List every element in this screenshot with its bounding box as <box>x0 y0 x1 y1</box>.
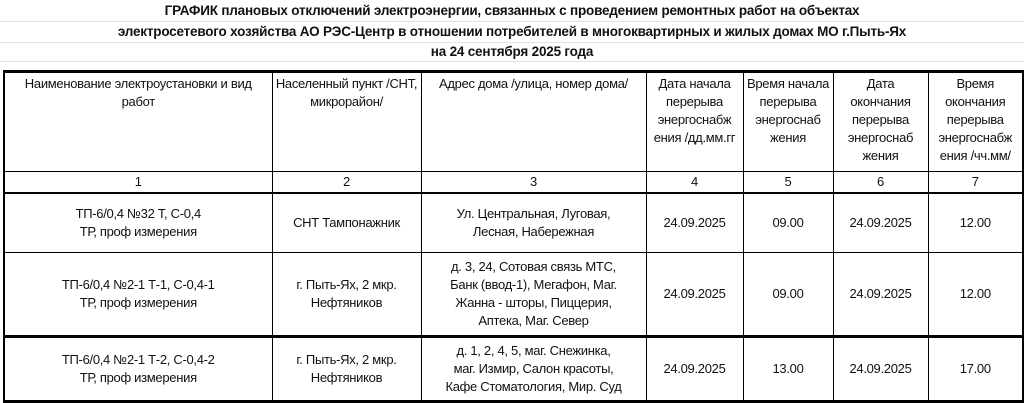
title-line-2: электросетевого хозяйства АО РЭС-Центр в… <box>117 24 907 39</box>
end-time-cell: 12.00 <box>927 252 1024 338</box>
start-date-cell: 24.09.2025 <box>645 252 744 338</box>
start-time-cell: 09.00 <box>742 252 834 338</box>
header-end-time: Время окончания перерыва энергоснабж ени… <box>927 70 1024 172</box>
outage-schedule-table: Наименование электроустановки и вид рабо… <box>3 70 1024 403</box>
header-row: Наименование электроустановки и вид рабо… <box>3 70 1024 172</box>
end-date-cell: 24.09.2025 <box>832 336 929 403</box>
title-line-3: на 24 сентября 2025 года <box>430 44 594 59</box>
column-number: 1 <box>3 171 273 194</box>
installation-cell: ТП-6/0,4 №32 Т, С-0,4 ТР, проф измерения <box>3 192 273 253</box>
column-number: 5 <box>742 171 834 194</box>
start-time-cell: 09.00 <box>742 192 834 253</box>
table-row: ТП-6/0,4 №32 Т, С-0,4 ТР, проф измерения… <box>3 192 1024 253</box>
end-time-cell: 12.00 <box>927 192 1024 253</box>
address-cell: д. 1, 2, 4, 5, маг. Снежинка, маг. Измир… <box>420 336 647 403</box>
header-start-time: Время начала перерыва энергоснаб жения <box>742 70 834 172</box>
locality-cell: СНТ Тампонажник <box>271 192 422 253</box>
sheet-gridline <box>0 21 1024 22</box>
locality-cell: г. Пыть-Ях, 2 мкр. Нефтяников <box>271 336 422 403</box>
locality-cell: г. Пыть-Ях, 2 мкр. Нефтяников <box>271 252 422 338</box>
header-start-date: Дата начала перерыва энергоснабж ения /д… <box>645 70 744 172</box>
installation-cell: ТП-6/0,4 №2-1 Т-1, С-0,4-1 ТР, проф изме… <box>3 252 273 338</box>
column-number-row: 1 2 3 4 5 6 7 <box>3 171 1024 194</box>
header-installation: Наименование электроустановки и вид рабо… <box>3 70 273 172</box>
end-time-cell: 17.00 <box>927 336 1024 403</box>
title-line-1: ГРАФИК плановых отключений электроэнерги… <box>164 3 860 18</box>
header-address: Адрес дома /улица, номер дома/ <box>420 70 647 172</box>
header-locality: Населенный пункт /СНТ, микрорайон/ <box>271 70 422 172</box>
sheet-gridline <box>0 42 1024 43</box>
installation-cell: ТП-6/0,4 №2-1 Т-2, С-0,4-2 ТР, проф изме… <box>3 336 273 403</box>
start-time-cell: 13.00 <box>742 336 834 403</box>
sheet-gridline <box>0 61 1024 62</box>
header-end-date: Дата окончания перерыва энергоснаб жения <box>832 70 929 172</box>
table-row: ТП-6/0,4 №2-1 Т-1, С-0,4-1 ТР, проф изме… <box>3 252 1024 338</box>
column-number: 6 <box>832 171 929 194</box>
column-number: 2 <box>271 171 422 194</box>
address-cell: д. 3, 24, Сотовая связь МТС, Банк (ввод-… <box>420 252 647 338</box>
column-number: 3 <box>420 171 647 194</box>
end-date-cell: 24.09.2025 <box>832 192 929 253</box>
column-number: 7 <box>927 171 1024 194</box>
end-date-cell: 24.09.2025 <box>832 252 929 338</box>
column-number: 4 <box>645 171 744 194</box>
table-row: ТП-6/0,4 №2-1 Т-2, С-0,4-2 ТР, проф изме… <box>3 336 1024 403</box>
start-date-cell: 24.09.2025 <box>645 336 744 403</box>
start-date-cell: 24.09.2025 <box>645 192 744 253</box>
address-cell: Ул. Центральная, Луговая, Лесная, Набере… <box>420 192 647 253</box>
